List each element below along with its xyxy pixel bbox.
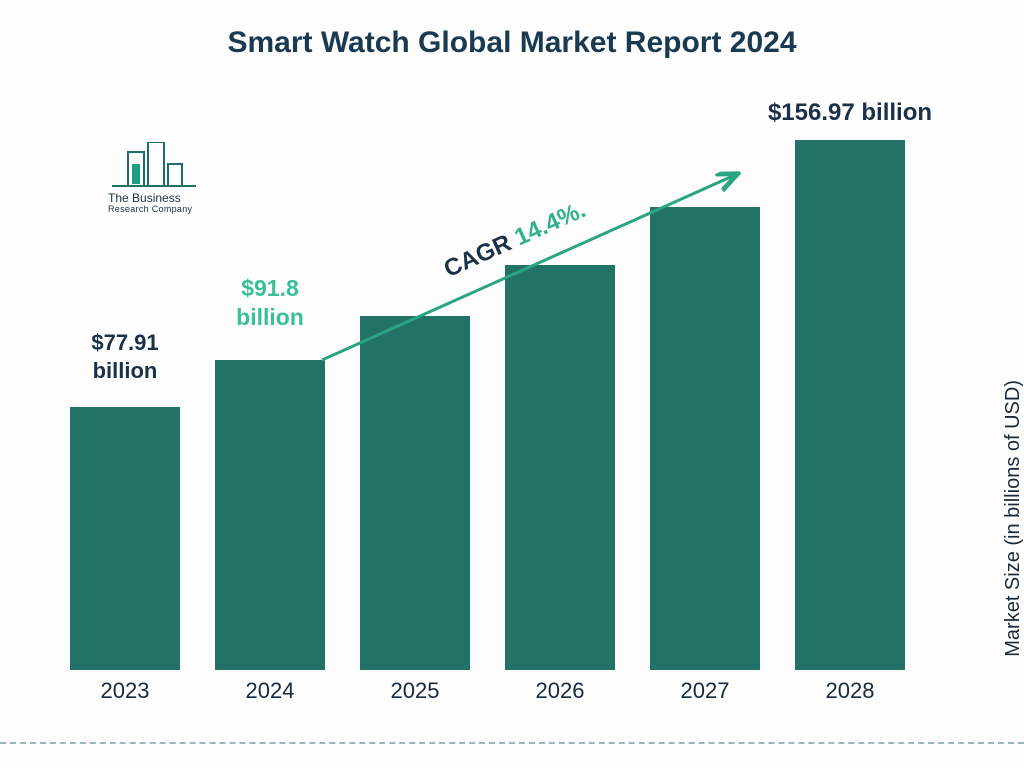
bar <box>360 316 470 670</box>
bar <box>650 207 760 670</box>
y-axis-label: Market Size (in billions of USD) <box>1002 380 1024 657</box>
x-axis-label: 2025 <box>360 678 470 704</box>
page-title: Smart Watch Global Market Report 2024 <box>0 26 1024 60</box>
value-label: $156.97 billion <box>750 98 950 128</box>
bar <box>70 407 180 670</box>
bar <box>505 265 615 670</box>
value-label: $91.8billion <box>215 274 325 332</box>
value-label: $77.91billion <box>70 329 180 384</box>
x-axis-label: 2027 <box>650 678 760 704</box>
bar <box>215 360 325 670</box>
footer-divider <box>0 742 1024 744</box>
x-axis-label: 2028 <box>795 678 905 704</box>
x-axis-label: 2024 <box>215 678 325 704</box>
x-axis-label: 2023 <box>70 678 180 704</box>
x-axis-label: 2026 <box>505 678 615 704</box>
bar-chart <box>70 130 940 670</box>
bar <box>795 140 905 670</box>
